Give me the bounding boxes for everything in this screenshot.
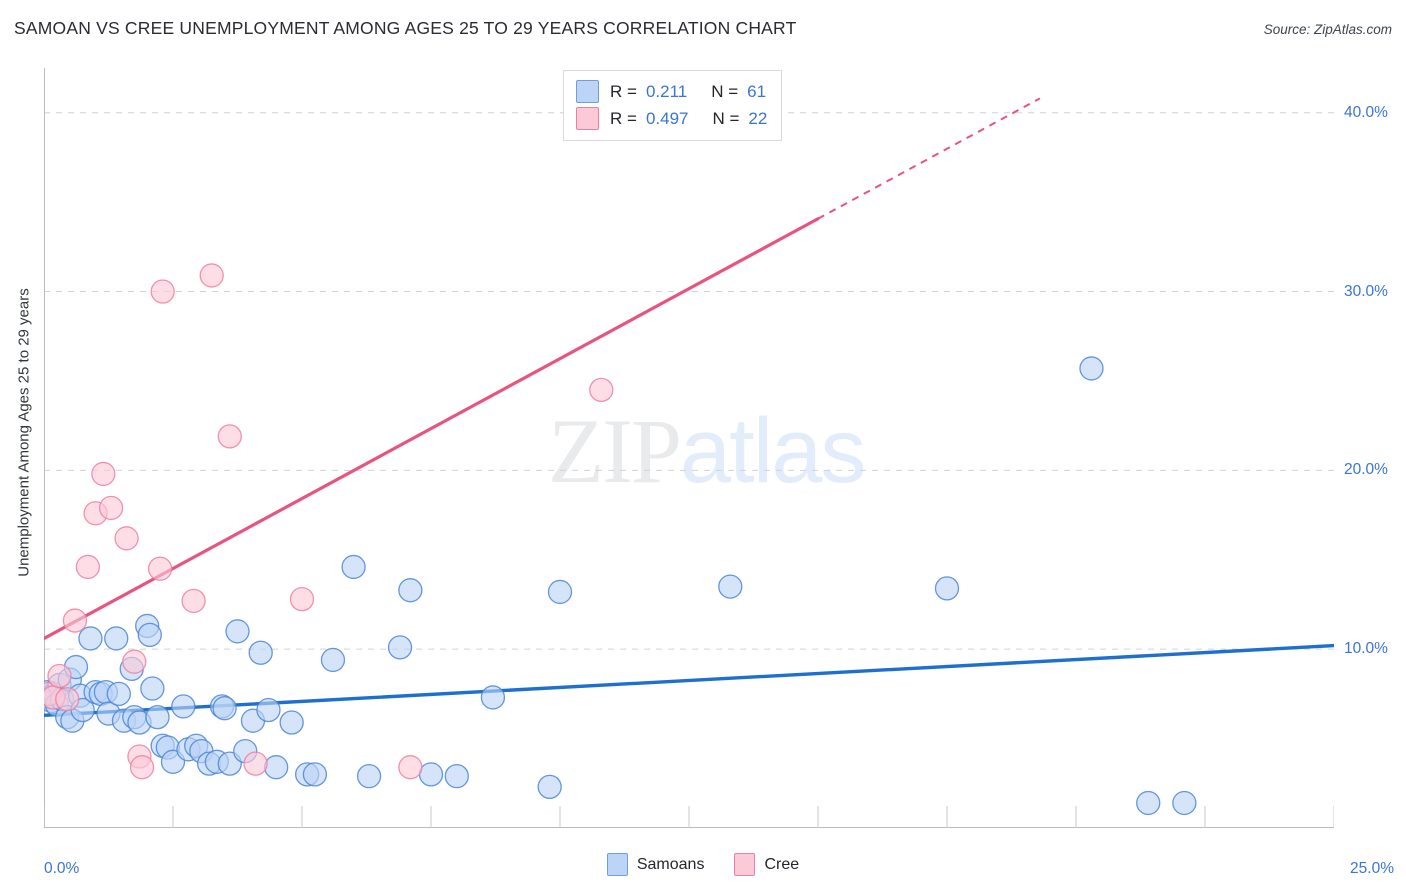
data-point-cree[interactable] (398, 755, 423, 780)
plot-area (44, 68, 1334, 828)
data-point-samoans[interactable] (398, 578, 423, 603)
data-point-samoans[interactable] (137, 622, 162, 648)
data-point-samoans[interactable] (302, 762, 328, 787)
samoans-swatch-icon (576, 80, 599, 103)
samoans-r-label: R = (610, 81, 637, 101)
correlation-stats-legend: R = 0.211 N = 61 R = 0.497 N = 22 (563, 70, 783, 141)
data-point-cree[interactable] (243, 751, 268, 776)
samoans-n-value: 61 (747, 81, 767, 101)
data-point-samoans[interactable] (320, 647, 346, 673)
x-tick-label-max: 25.0% (1350, 860, 1394, 877)
samoans-legend-label: Samoans (636, 855, 705, 873)
data-point-samoans[interactable] (248, 640, 273, 665)
samoans-n-label: N = (711, 81, 739, 101)
y-tick-label: 10.0% (1344, 640, 1388, 658)
data-point-samoans[interactable] (264, 755, 289, 780)
data-point-samoans[interactable] (279, 710, 304, 735)
data-point-cree[interactable] (55, 687, 80, 712)
cree-legend-label: Cree (764, 855, 800, 873)
legend-item-cree[interactable]: Cree (734, 853, 799, 876)
data-point-samoans[interactable] (547, 579, 573, 605)
data-point-cree[interactable] (98, 495, 124, 521)
data-point-samoans[interactable] (104, 626, 129, 651)
cree-r-value: 0.497 (645, 108, 689, 128)
legend-item-samoans[interactable]: Samoans (606, 853, 705, 876)
data-point-samoans[interactable] (934, 576, 960, 601)
data-point-cree[interactable] (150, 279, 175, 304)
data-point-cree[interactable] (289, 586, 315, 612)
data-point-cree[interactable] (217, 424, 242, 449)
data-point-samoans[interactable] (480, 685, 506, 710)
series-legend: Samoans Cree (0, 853, 1406, 876)
x-tick-label-min: 0.0% (44, 860, 80, 877)
data-point-samoans[interactable] (537, 774, 562, 800)
data-point-samoans[interactable] (225, 619, 250, 644)
y-tick-label: 20.0% (1344, 461, 1388, 479)
data-point-samoans[interactable] (356, 763, 382, 789)
data-point-cree[interactable] (147, 556, 173, 581)
plot-svg (44, 68, 1334, 828)
data-point-samoans[interactable] (387, 635, 413, 660)
data-point-cree[interactable] (122, 649, 147, 674)
y-axis-title: Unemployment Among Ages 25 to 29 years (15, 288, 33, 577)
data-point-samoans[interactable] (1079, 356, 1104, 381)
trend-line-projection-cree (817, 97, 1041, 220)
data-point-cree[interactable] (199, 263, 224, 288)
trend-line-samoans (44, 643, 1334, 718)
data-point-samoans[interactable] (212, 696, 237, 721)
data-point-samoans[interactable] (106, 681, 131, 707)
data-point-samoans[interactable] (145, 704, 170, 730)
data-point-samoans[interactable] (78, 626, 103, 651)
cree-n-label: N = (712, 108, 740, 128)
data-point-cree[interactable] (114, 526, 139, 551)
samoans-legend-swatch-icon (606, 853, 628, 876)
data-point-samoans[interactable] (444, 763, 469, 789)
cree-n-value: 22 (748, 108, 768, 128)
data-point-cree[interactable] (62, 608, 88, 633)
data-point-cree[interactable] (91, 461, 116, 487)
data-point-cree[interactable] (181, 588, 206, 614)
data-point-samoans[interactable] (140, 676, 165, 701)
data-point-samoans[interactable] (256, 697, 281, 723)
data-point-cree[interactable] (75, 554, 101, 580)
data-point-samoans[interactable] (418, 762, 444, 787)
data-point-samoans[interactable] (1136, 790, 1161, 816)
cree-legend-swatch-icon (734, 853, 756, 876)
y-tick-label: 40.0% (1344, 103, 1388, 121)
cree-r-label: R = (610, 108, 637, 128)
cree-swatch-icon (576, 107, 599, 130)
data-point-samoans[interactable] (718, 574, 743, 599)
trend-line-cree (44, 217, 820, 641)
y-tick-label: 30.0% (1344, 282, 1388, 300)
samoans-r-value: 0.211 (645, 81, 688, 101)
stats-row-samoans: R = 0.211 N = 61 (576, 78, 767, 105)
page-title: SAMOAN VS CREE UNEMPLOYMENT AMONG AGES 2… (14, 18, 797, 38)
data-point-cree[interactable] (47, 663, 72, 689)
stats-row-cree: R = 0.497 N = 22 (576, 105, 767, 132)
data-point-cree[interactable] (589, 377, 614, 403)
data-point-cree[interactable] (129, 755, 155, 780)
source-attribution: Source: ZipAtlas.com (1263, 22, 1392, 37)
data-point-samoans[interactable] (171, 694, 196, 719)
data-point-samoans[interactable] (341, 554, 366, 580)
data-point-samoans[interactable] (1172, 790, 1197, 816)
